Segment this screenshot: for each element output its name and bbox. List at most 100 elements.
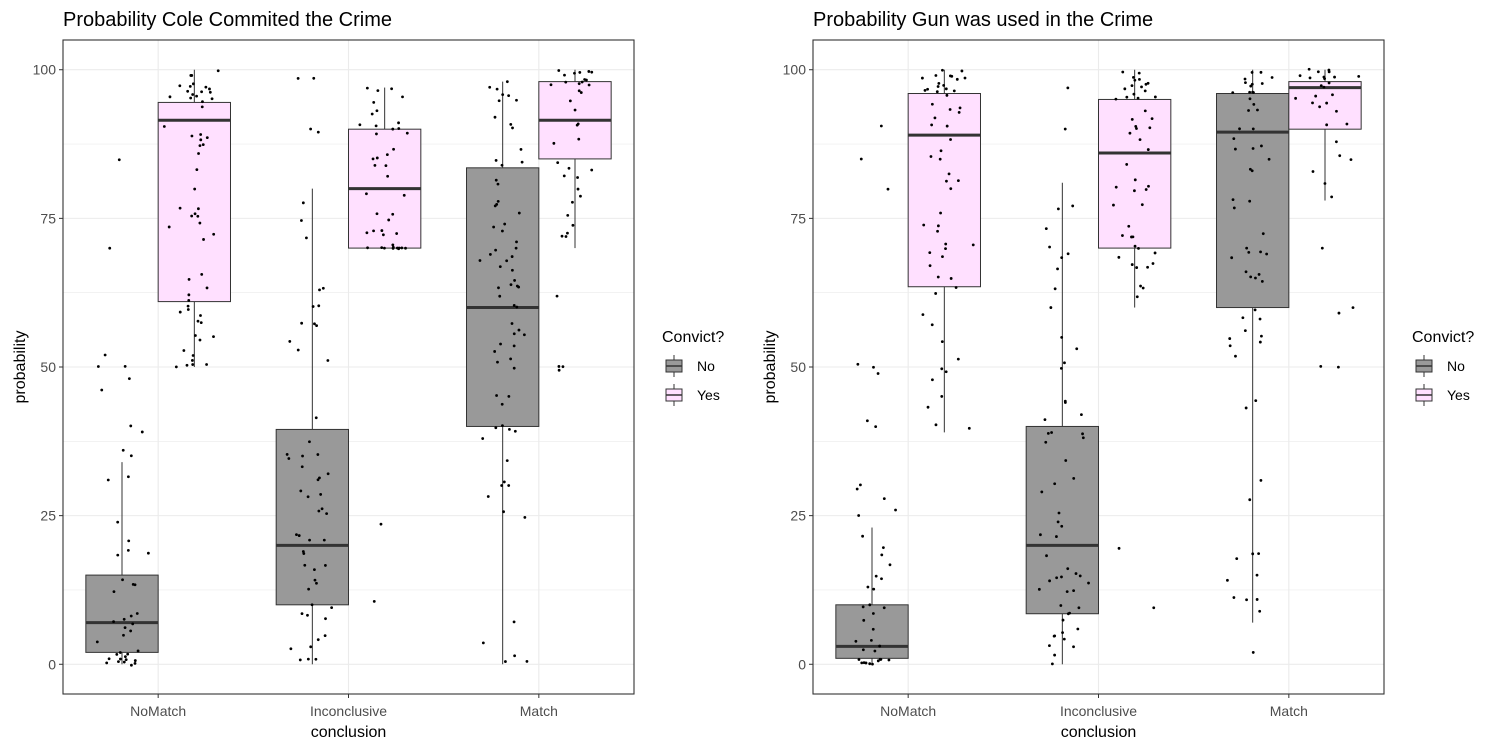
data-point [205,136,209,139]
data-point [191,82,195,86]
data-point [513,279,516,282]
data-point [937,82,941,85]
data-point [940,340,944,343]
data-point [860,661,864,665]
data-point [1146,265,1149,269]
data-point [315,581,318,585]
data-point [1270,76,1274,79]
data-point [1066,86,1070,90]
data-point [1251,127,1255,131]
data-point [1233,147,1237,151]
x-tick-label: Match [520,703,558,719]
data-point [371,157,375,161]
data-point [402,193,406,197]
data-point [190,359,194,362]
data-point [886,187,890,191]
data-point [1046,432,1050,435]
data-point [1258,609,1262,613]
data-point [497,286,500,290]
data-point [312,76,316,80]
y-tick-label: 100 [783,62,807,78]
data-point [191,363,195,366]
data-point [501,424,504,428]
data-point [502,480,506,484]
data-point [133,583,137,587]
data-point [330,606,334,610]
data-point [1311,101,1314,105]
data-point [949,277,953,280]
y-axis-title: probability [762,331,779,404]
data-point [590,168,594,172]
data-point [311,305,315,308]
data-point [501,229,504,233]
data-point [1062,637,1066,641]
legend: Convict? No Yes [1412,329,1474,406]
x-tick-label: Inconclusive [1060,703,1137,719]
data-point [1064,459,1068,462]
data-point [1141,286,1145,290]
data-point [493,115,497,119]
data-point [1134,124,1138,128]
data-point [309,645,313,649]
data-point [373,163,377,167]
data-point [285,453,289,456]
data-point [481,437,485,440]
data-point [309,127,313,131]
data-point [496,182,500,186]
data-point [186,308,190,311]
data-point [136,649,140,653]
data-point [947,172,951,176]
data-point [1331,93,1334,97]
data-point [564,80,568,84]
legend-key-no [665,355,683,377]
data-point [1248,90,1252,94]
data-point [205,286,209,290]
data-point [880,553,884,557]
data-point [488,253,492,256]
data-point [515,305,519,309]
data-point [1056,520,1060,524]
data-point [1250,82,1254,86]
data-point [511,126,514,130]
data-point [929,155,933,158]
data-point [561,365,565,369]
data-point [1114,185,1118,189]
data-point [121,448,125,452]
data-point [881,546,885,550]
data-point [920,76,924,80]
data-point [198,144,202,148]
data-point [96,365,100,368]
data-point [287,457,291,460]
data-point [316,638,320,642]
data-point [310,603,314,607]
data-point [505,459,509,462]
panel-border [62,39,635,695]
data-point [297,534,301,537]
data-point [186,89,190,93]
data-point [1081,436,1085,440]
data-point [573,71,576,75]
data-point [1238,127,1241,131]
data-point [392,147,395,151]
data-point [940,395,944,398]
data-point [1294,96,1297,100]
data-point [1150,117,1154,120]
data-point [387,218,391,222]
box-nomatch-yes [907,68,981,433]
data-point [121,578,124,582]
data-point [305,236,308,240]
data-point [208,90,212,94]
data-point [874,574,878,578]
data-point [587,83,591,87]
data-point [301,201,305,205]
data-point [135,612,139,615]
data-point [566,231,569,235]
data-point [934,292,938,295]
data-point [178,84,182,88]
data-point [1260,279,1264,283]
data-point [326,472,330,476]
data-point [122,617,126,621]
data-point [187,299,191,302]
data-point [486,495,490,498]
